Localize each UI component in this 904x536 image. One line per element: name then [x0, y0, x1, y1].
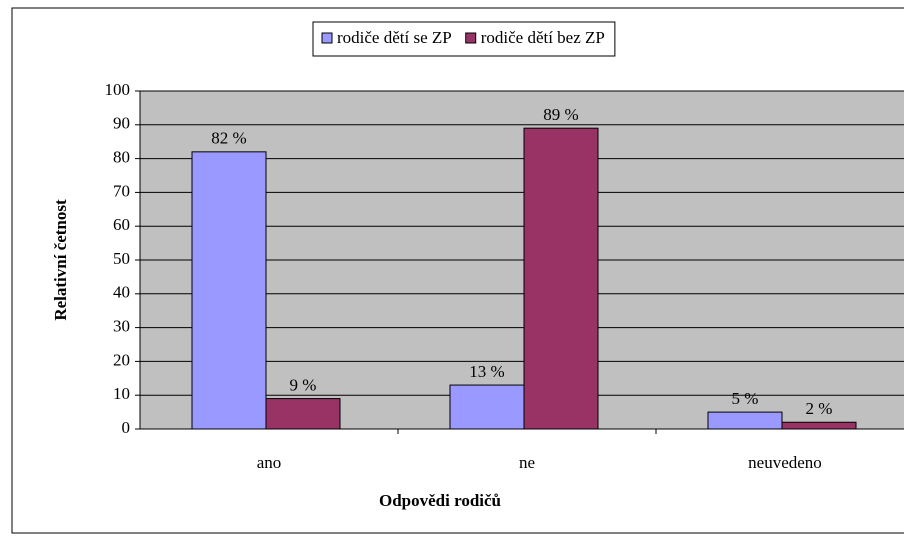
data-label: 2 % — [806, 399, 833, 418]
y-tick-label: 20 — [113, 350, 130, 369]
data-label: 9 % — [290, 375, 317, 394]
y-tick-label: 0 — [122, 418, 131, 437]
y-tick-label: 80 — [113, 148, 130, 167]
legend: rodiče dětí se ZP rodiče dětí bez ZP — [312, 21, 616, 57]
bar — [707, 411, 783, 430]
legend-label: rodiče dětí bez ZP — [481, 28, 605, 47]
y-tick-label: 10 — [113, 384, 130, 403]
y-tick-label: 30 — [113, 317, 130, 336]
legend-swatch — [321, 32, 333, 44]
y-tick-label: 60 — [113, 215, 130, 234]
bar — [265, 398, 341, 430]
x-tick-label: ne — [519, 453, 535, 472]
y-tick-label: 70 — [113, 181, 130, 200]
bar — [191, 151, 267, 430]
data-label: 82 % — [211, 129, 246, 148]
data-label: 13 % — [469, 362, 504, 381]
y-tick-label: 50 — [113, 249, 130, 268]
y-axis-title: Relativní četnost — [51, 199, 70, 321]
y-tick-label: 40 — [113, 283, 130, 302]
x-tick-label: neuvedeno — [748, 453, 822, 472]
bar — [781, 421, 857, 430]
x-axis-title: Odpovědi rodičů — [379, 491, 501, 510]
legend-box — [312, 21, 616, 57]
legend-label: rodiče dětí se ZP — [337, 28, 452, 47]
data-label: 5 % — [732, 389, 759, 408]
bar — [449, 384, 525, 430]
bar — [523, 127, 599, 430]
y-tick-label: 100 — [105, 80, 131, 99]
x-tick-label: ano — [257, 453, 282, 472]
y-tick-label: 90 — [113, 114, 130, 133]
data-label: 89 % — [543, 105, 578, 124]
legend-swatch — [465, 32, 477, 44]
